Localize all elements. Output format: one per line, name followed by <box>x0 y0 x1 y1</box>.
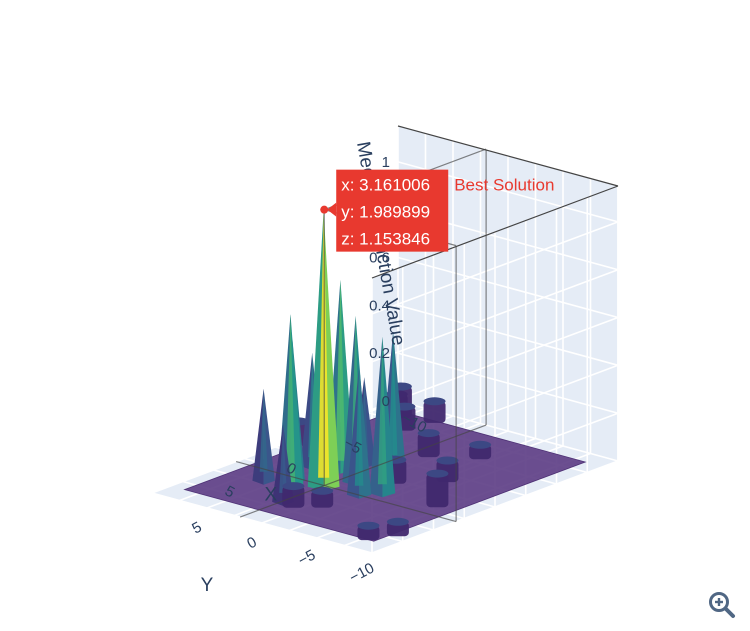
surface-peak <box>252 388 275 485</box>
surface-plateau <box>282 482 305 508</box>
hover-tooltip: x: 3.161006 y: 1.989899 z: 1.153846 Best So… <box>320 169 554 252</box>
y-tick-label: 0 <box>244 534 259 553</box>
y-axis-title: Y <box>201 575 214 596</box>
surface-plateau <box>417 429 440 458</box>
frame-line <box>239 485 325 518</box>
surface-plateau <box>386 517 409 537</box>
zoom-in-icon[interactable] <box>706 589 738 621</box>
tooltip-pointer <box>327 202 337 217</box>
surface-peak <box>346 364 372 499</box>
surface-plateau <box>357 521 380 541</box>
x-axis-title: X <box>264 484 277 505</box>
surface-peak <box>307 210 340 491</box>
z-tick-label: 1 <box>382 154 390 171</box>
surface-plateau <box>311 486 334 508</box>
surface-plateau <box>469 440 492 460</box>
gridline <box>151 492 373 554</box>
frame-line <box>371 185 619 279</box>
z-tick-label: 0.6 <box>369 250 390 267</box>
z-tick-label: 0.4 <box>369 297 390 314</box>
z-tick-label: 0 <box>382 393 390 410</box>
frame-line <box>324 484 457 523</box>
z-tick-label: 0.2 <box>369 345 390 362</box>
y-tick-label: −10 <box>347 560 377 587</box>
best-solution-point[interactable] <box>320 205 329 214</box>
tooltip-line: z: 1.153846 <box>341 230 430 249</box>
tooltip-line: x: 3.161006 <box>341 176 430 195</box>
surface-plateau <box>423 397 446 423</box>
gridline <box>371 161 621 315</box>
frame-line <box>397 125 619 187</box>
tooltip-box <box>336 169 449 252</box>
y-tick-label: 5 <box>189 519 204 538</box>
surface-peak <box>369 336 396 498</box>
tooltip-line: y: 1.989899 <box>341 203 430 222</box>
tooltip-series-name: Best Solution <box>454 176 554 195</box>
gridline <box>371 208 621 363</box>
y-tick-label: −5 <box>295 547 318 570</box>
frame-line <box>324 424 487 487</box>
frame-line <box>235 460 325 487</box>
x-tick-label: −5 <box>341 435 364 458</box>
surface-plateau <box>426 469 449 508</box>
